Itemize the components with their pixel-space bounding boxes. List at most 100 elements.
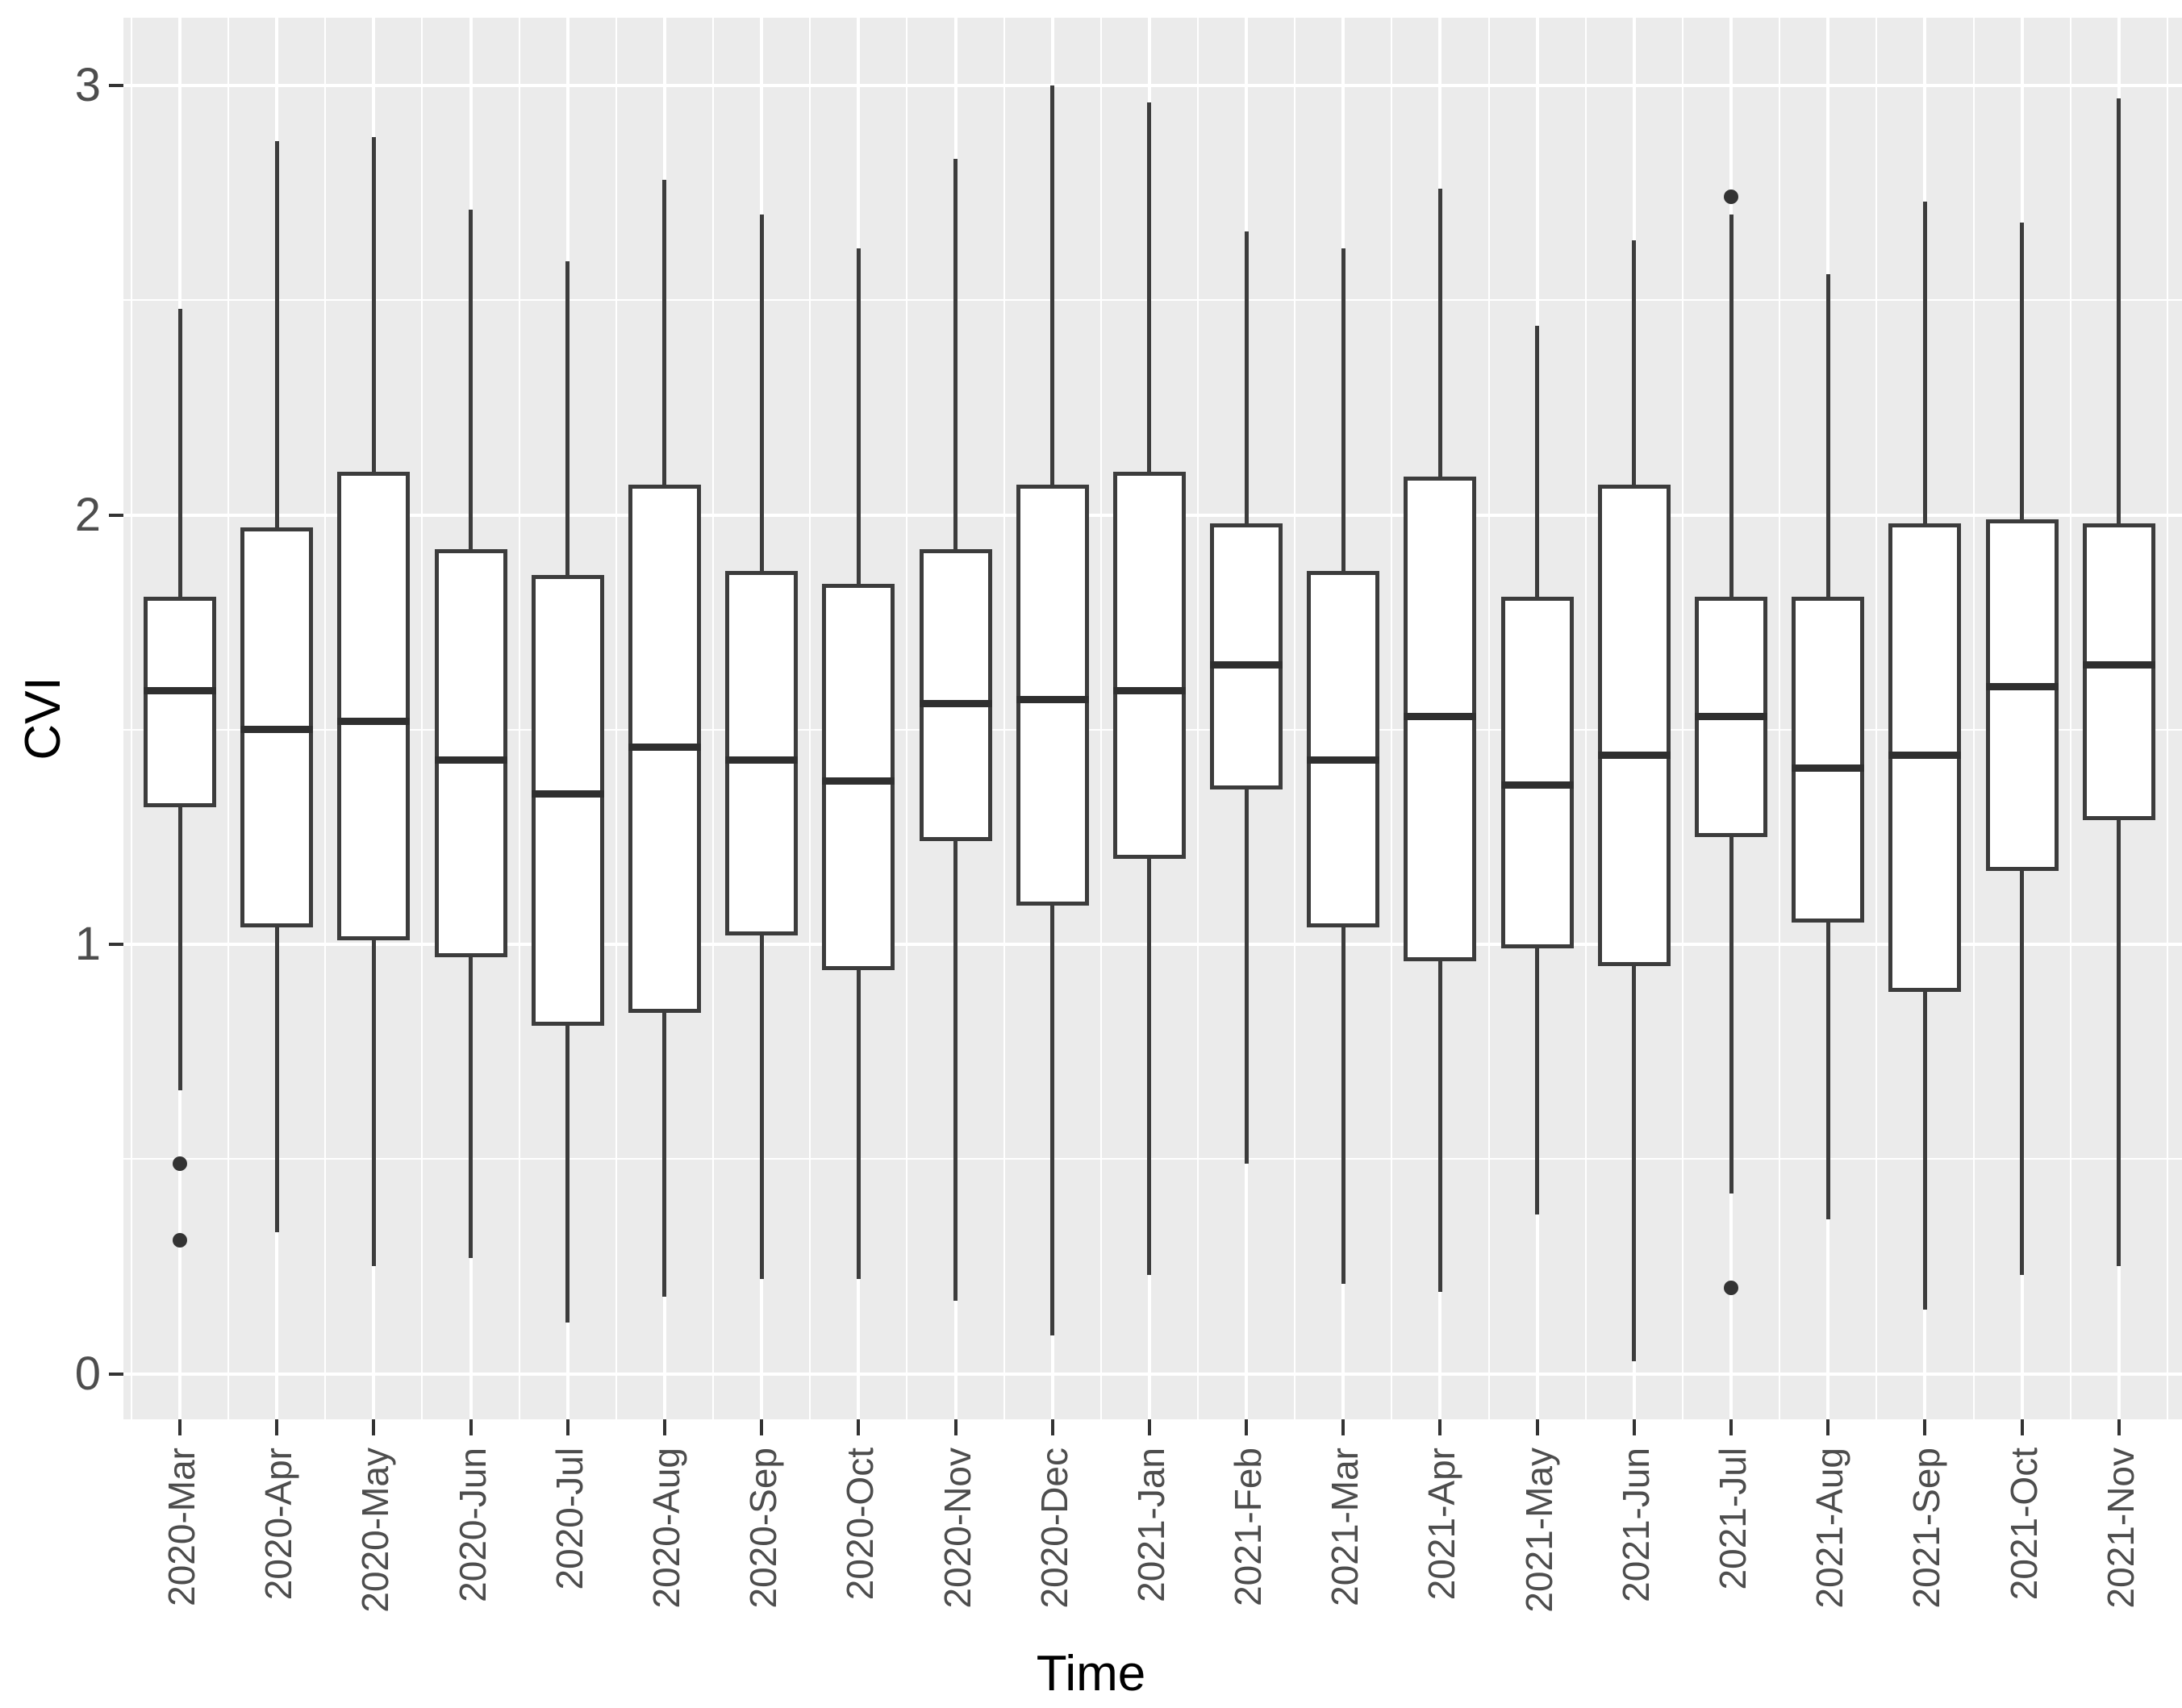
median-line <box>1112 687 1186 695</box>
median-line <box>1695 713 1768 721</box>
x-tick-label: 2020-Jul <box>548 1448 590 1590</box>
x-tick-mark <box>662 1419 666 1435</box>
median-line <box>1888 752 1962 760</box>
median-line <box>337 717 411 725</box>
x-tick-mark <box>1535 1419 1539 1435</box>
gridline-minor-vertical <box>518 18 520 1419</box>
x-tick-mark <box>1147 1419 1151 1435</box>
x-tick-mark <box>178 1419 181 1435</box>
x-tick-label: 2021-Mar <box>1324 1448 1366 1606</box>
median-line <box>1404 713 1477 721</box>
gridline-major-horizontal <box>123 943 2182 946</box>
box-iqr <box>1792 596 1865 923</box>
gridline-minor-vertical <box>1487 18 1490 1419</box>
gridline-minor-vertical <box>1196 18 1199 1419</box>
y-axis-title: CVI <box>15 677 71 760</box>
x-tick-label: 2020-Sep <box>742 1448 785 1609</box>
x-tick-mark <box>469 1419 473 1435</box>
box-iqr <box>144 596 216 807</box>
x-tick-mark <box>953 1419 957 1435</box>
outlier-point <box>1724 1281 1739 1295</box>
y-tick-mark <box>109 943 123 946</box>
gridline-minor-horizontal <box>123 1158 2182 1160</box>
x-tick-mark <box>760 1419 764 1435</box>
box-iqr <box>1985 519 2059 872</box>
box-iqr <box>434 549 507 957</box>
x-tick-label: 2021-Feb <box>1227 1448 1270 1606</box>
median-line <box>725 756 799 764</box>
gridline-minor-vertical <box>421 18 423 1419</box>
box-iqr <box>2082 523 2155 820</box>
box-iqr <box>1112 472 1186 859</box>
x-tick-label: 2020-May <box>354 1448 397 1613</box>
median-line <box>628 743 701 751</box>
box-iqr <box>919 549 992 842</box>
median-line <box>240 726 314 734</box>
x-tick-label: 2021-Aug <box>1809 1448 1851 1609</box>
gridline-minor-vertical <box>906 18 908 1419</box>
x-tick-mark <box>857 1419 861 1435</box>
gridline-minor-vertical <box>324 18 327 1419</box>
y-tick-label: 3 <box>74 59 101 111</box>
gridline-minor-vertical <box>1681 18 1683 1419</box>
median-line <box>1792 764 1865 773</box>
x-tick-label: 2020-Nov <box>936 1448 978 1609</box>
gridline-minor-vertical <box>1099 18 1102 1419</box>
median-line <box>1500 781 1574 789</box>
x-tick-label: 2021-Jan <box>1129 1448 1172 1602</box>
x-tick-mark <box>1632 1419 1636 1435</box>
gridline-minor-vertical <box>2069 18 2071 1419</box>
x-tick-label: 2021-Sep <box>1905 1448 1948 1609</box>
x-tick-mark <box>1050 1419 1054 1435</box>
gridline-minor-vertical <box>1003 18 1005 1419</box>
median-line <box>1597 752 1671 760</box>
box-iqr <box>531 575 604 1027</box>
median-line <box>2082 661 2155 669</box>
median-line <box>822 777 895 785</box>
gridline-minor-vertical <box>1875 18 1878 1419</box>
x-tick-label: 2020-Aug <box>645 1448 687 1609</box>
box-iqr <box>1210 523 1283 790</box>
y-tick-label: 2 <box>74 488 101 541</box>
y-tick-mark <box>109 513 123 517</box>
y-tick-mark <box>109 1372 123 1376</box>
gridline-minor-horizontal <box>123 299 2182 302</box>
box-iqr <box>337 472 411 940</box>
x-tick-label: 2020-Oct <box>839 1448 882 1601</box>
x-tick-mark <box>2020 1419 2024 1435</box>
gridline-minor-vertical <box>1391 18 1393 1419</box>
x-tick-mark <box>565 1419 569 1435</box>
box-iqr <box>1016 485 1089 906</box>
x-tick-label: 2020-Apr <box>257 1448 300 1601</box>
x-tick-mark <box>1923 1419 1927 1435</box>
x-tick-mark <box>1341 1419 1345 1435</box>
gridline-minor-vertical <box>130 18 132 1419</box>
x-tick-mark <box>275 1419 279 1435</box>
x-tick-mark <box>1826 1419 1830 1435</box>
x-tick-mark <box>2117 1419 2121 1435</box>
gridline-minor-vertical <box>2166 18 2168 1419</box>
y-tick-label: 1 <box>74 918 101 970</box>
x-tick-mark <box>1245 1419 1249 1435</box>
x-tick-label: 2020-Mar <box>161 1448 202 1606</box>
plot-panel <box>123 18 2182 1419</box>
x-tick-label: 2021-Jun <box>1614 1448 1657 1602</box>
gridline-minor-vertical <box>1584 18 1587 1419</box>
median-line <box>531 790 604 798</box>
box-iqr <box>1307 570 1380 927</box>
outlier-point <box>1724 190 1739 205</box>
y-tick-label: 0 <box>74 1347 101 1400</box>
x-tick-mark <box>372 1419 376 1435</box>
box-iqr <box>725 570 799 936</box>
gridline-minor-vertical <box>227 18 230 1419</box>
x-tick-label: 2021-Nov <box>2099 1448 2142 1609</box>
median-line <box>434 756 507 764</box>
median-line <box>144 687 216 695</box>
x-tick-label: 2021-May <box>1517 1448 1560 1613</box>
gridline-major-horizontal <box>123 1372 2182 1376</box>
outlier-point <box>173 1233 187 1248</box>
x-tick-mark <box>1438 1419 1442 1435</box>
y-tick-mark <box>109 84 123 87</box>
outlier-point <box>173 1156 187 1171</box>
